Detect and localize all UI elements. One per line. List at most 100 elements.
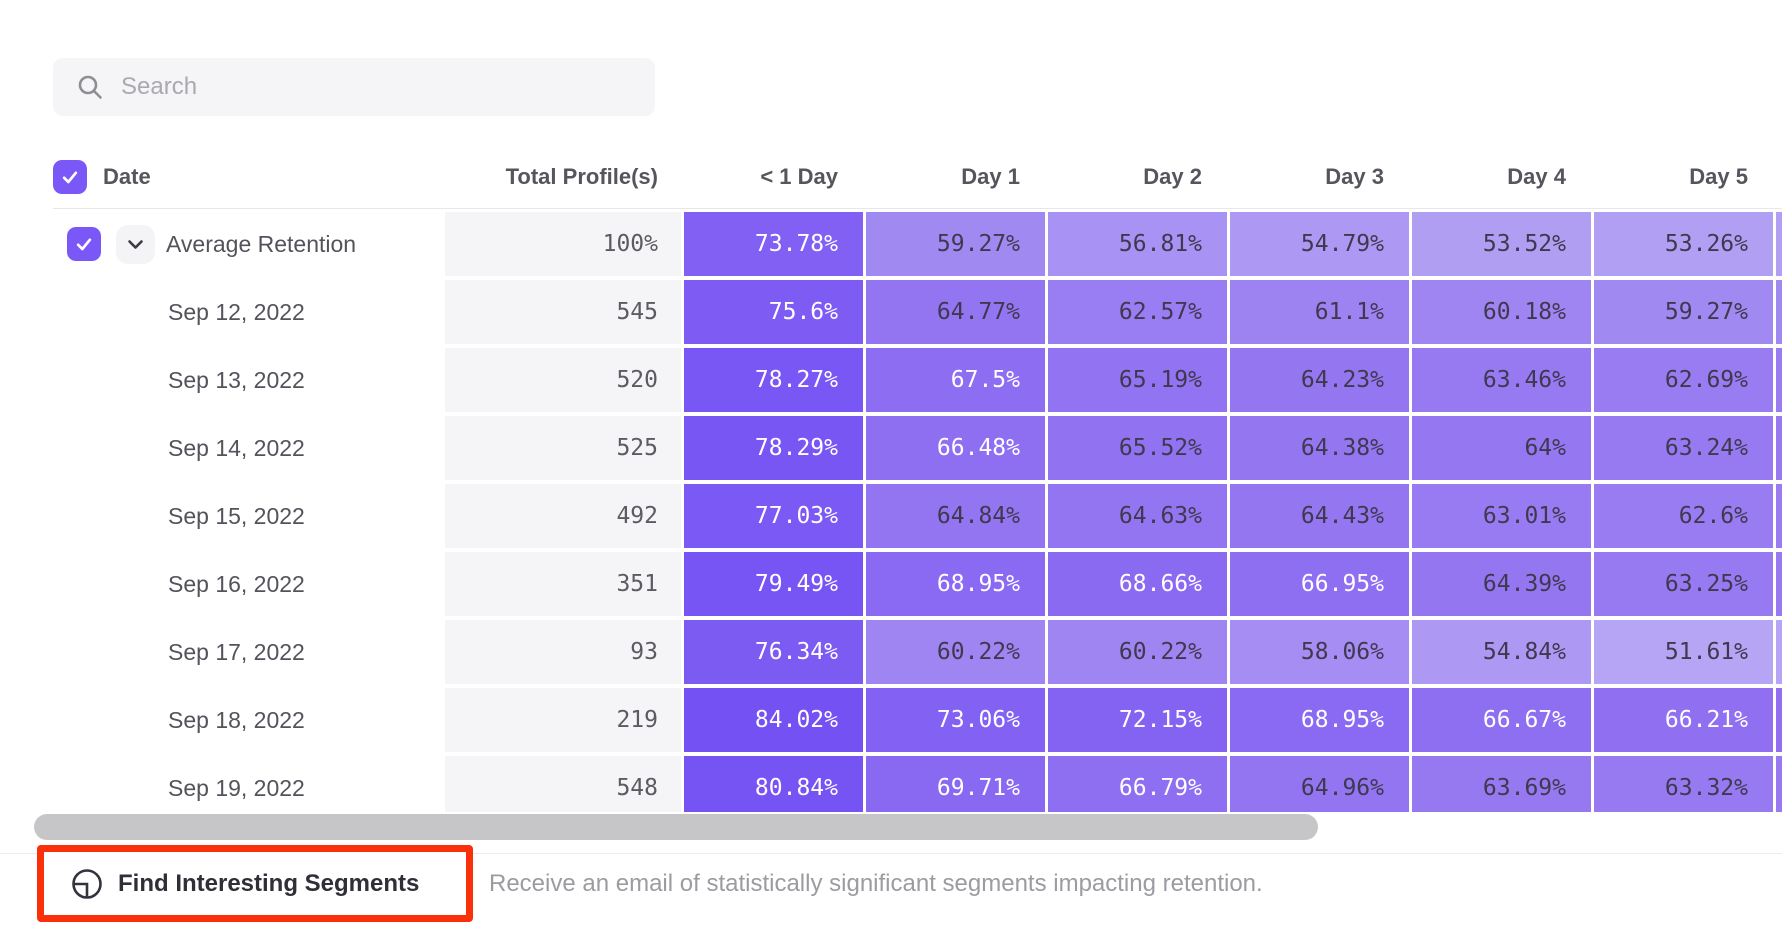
table-row: Sep 16, 2022 351 79.49% 68.95% 68.66% 66.95% 6… xyxy=(53,552,1782,616)
retention-cell[interactable]: 62.57% xyxy=(1048,280,1227,344)
retention-cell[interactable]: 73.78% xyxy=(684,212,863,276)
clipped-cell xyxy=(1776,280,1782,344)
table-row: Sep 18, 2022 219 84.02% 73.06% 72.15% 68.95% 6… xyxy=(53,688,1782,752)
retention-cell[interactable]: 68.66% xyxy=(1048,552,1227,616)
retention-cell[interactable]: 63.01% xyxy=(1412,484,1591,548)
retention-cell[interactable]: 64.96% xyxy=(1230,756,1409,812)
average-row-checkbox[interactable] xyxy=(67,227,101,261)
chevron-down-icon xyxy=(128,239,143,249)
retention-cell[interactable]: 64.77% xyxy=(866,280,1045,344)
retention-cell[interactable]: 64.39% xyxy=(1412,552,1591,616)
retention-cell[interactable]: 84.02% xyxy=(684,688,863,752)
retention-cell[interactable]: 77.03% xyxy=(684,484,863,548)
retention-cell[interactable]: 66.67% xyxy=(1412,688,1591,752)
retention-cell[interactable]: 54.84% xyxy=(1412,620,1591,684)
retention-cell[interactable]: 64.63% xyxy=(1048,484,1227,548)
retention-cell[interactable]: 75.6% xyxy=(684,280,863,344)
column-header: Day 5 xyxy=(1689,164,1748,189)
footer-divider xyxy=(0,853,1782,854)
retention-cell[interactable]: 65.19% xyxy=(1048,348,1227,412)
retention-cell[interactable]: 66.79% xyxy=(1048,756,1227,812)
retention-cell[interactable]: 53.26% xyxy=(1594,212,1773,276)
total-profiles-cell: 219 xyxy=(445,688,681,752)
retention-cell[interactable]: 54.79% xyxy=(1230,212,1409,276)
retention-cell[interactable]: 79.49% xyxy=(684,552,863,616)
retention-cell[interactable]: 69.71% xyxy=(866,756,1045,812)
search-icon xyxy=(78,75,102,99)
table-row: Sep 19, 2022 548 80.84% 69.71% 66.79% 64.96% 6… xyxy=(53,756,1782,812)
retention-cell[interactable]: 64% xyxy=(1412,416,1591,480)
retention-cell[interactable]: 80.84% xyxy=(684,756,863,812)
clipped-cell xyxy=(1776,620,1782,684)
search-input[interactable] xyxy=(121,73,621,101)
total-profiles-cell: 93 xyxy=(445,620,681,684)
retention-cell[interactable]: 60.22% xyxy=(866,620,1045,684)
row-label-cell: Sep 18, 2022 xyxy=(53,688,442,752)
retention-cell[interactable]: 51.61% xyxy=(1594,620,1773,684)
retention-cell[interactable]: 68.95% xyxy=(1230,688,1409,752)
retention-cell[interactable]: 66.21% xyxy=(1594,688,1773,752)
table-row: Sep 15, 2022 492 77.03% 64.84% 64.63% 64.43% 6… xyxy=(53,484,1782,548)
retention-cell[interactable]: 63.32% xyxy=(1594,756,1773,812)
retention-cell[interactable]: 64.38% xyxy=(1230,416,1409,480)
retention-cell[interactable]: 64.84% xyxy=(866,484,1045,548)
row-label: Average Retention xyxy=(166,230,357,257)
retention-cell[interactable]: 62.69% xyxy=(1594,348,1773,412)
retention-cell[interactable]: 61.1% xyxy=(1230,280,1409,344)
horizontal-scrollbar[interactable] xyxy=(34,814,1318,840)
retention-cell[interactable]: 60.18% xyxy=(1412,280,1591,344)
retention-cell[interactable]: 64.43% xyxy=(1230,484,1409,548)
retention-cell[interactable]: 56.81% xyxy=(1048,212,1227,276)
total-profiles-cell: 100% xyxy=(445,212,681,276)
retention-cell[interactable]: 63.24% xyxy=(1594,416,1773,480)
row-label-cell: Sep 12, 2022 xyxy=(53,280,442,344)
total-profiles-cell: 548 xyxy=(445,756,681,812)
retention-cell[interactable]: 63.25% xyxy=(1594,552,1773,616)
retention-cell[interactable]: 68.95% xyxy=(866,552,1045,616)
column-header: Day 3 xyxy=(1325,164,1384,189)
segments-description: Receive an email of statistically signif… xyxy=(489,869,1263,897)
retention-cell[interactable]: 60.22% xyxy=(1048,620,1227,684)
row-label-cell: Sep 13, 2022 xyxy=(53,348,442,412)
retention-cell[interactable]: 66.48% xyxy=(866,416,1045,480)
clipped-cell xyxy=(1776,756,1782,812)
select-all-checkbox[interactable] xyxy=(53,160,87,194)
retention-cell[interactable]: 62.6% xyxy=(1594,484,1773,548)
retention-cell[interactable]: 65.52% xyxy=(1048,416,1227,480)
retention-cell[interactable]: 59.27% xyxy=(866,212,1045,276)
total-profiles-cell: 520 xyxy=(445,348,681,412)
retention-cell[interactable]: 72.15% xyxy=(1048,688,1227,752)
column-header: Day 4 xyxy=(1507,164,1566,189)
retention-cell[interactable]: 76.34% xyxy=(684,620,863,684)
total-profiles-cell: 492 xyxy=(445,484,681,548)
retention-table: Date Total Profile(s) < 1 Day Day 1 Day 2 Da… xyxy=(53,146,1782,812)
row-label: Sep 12, 2022 xyxy=(168,298,305,325)
find-interesting-segments-button[interactable]: Find Interesting Segments xyxy=(44,868,419,900)
clipped-cell xyxy=(1776,348,1782,412)
retention-cell[interactable]: 53.52% xyxy=(1412,212,1591,276)
average-retention-row: Average Retention 100% 73.78% 59.27% 56.81% 5… xyxy=(53,212,1782,276)
row-label-cell: Sep 19, 2022 xyxy=(53,756,442,812)
retention-cell[interactable]: 66.95% xyxy=(1230,552,1409,616)
total-profiles-cell: 351 xyxy=(445,552,681,616)
retention-cell[interactable]: 78.27% xyxy=(684,348,863,412)
clipped-cell xyxy=(1776,688,1782,752)
retention-cell[interactable]: 58.06% xyxy=(1230,620,1409,684)
segments-icon xyxy=(72,868,102,899)
total-profiles-cell: 545 xyxy=(445,280,681,344)
expand-collapse-button[interactable] xyxy=(116,224,155,264)
retention-cell[interactable]: 78.29% xyxy=(684,416,863,480)
retention-cell[interactable]: 64.23% xyxy=(1230,348,1409,412)
retention-cell[interactable]: 67.5% xyxy=(866,348,1045,412)
retention-cell[interactable]: 63.69% xyxy=(1412,756,1591,812)
retention-cell[interactable]: 63.46% xyxy=(1412,348,1591,412)
column-header: Total Profile(s) xyxy=(505,164,658,189)
retention-cell[interactable]: 59.27% xyxy=(1594,280,1773,344)
table-row: Sep 12, 2022 545 75.6% 64.77% 62.57% 61.1% 60.… xyxy=(53,280,1782,344)
retention-cell[interactable]: 73.06% xyxy=(866,688,1045,752)
search-bar[interactable] xyxy=(53,58,655,116)
clipped-cell xyxy=(1776,212,1782,276)
checkmark-icon xyxy=(62,171,78,184)
annotation-highlight-box: Find Interesting Segments xyxy=(37,845,473,922)
